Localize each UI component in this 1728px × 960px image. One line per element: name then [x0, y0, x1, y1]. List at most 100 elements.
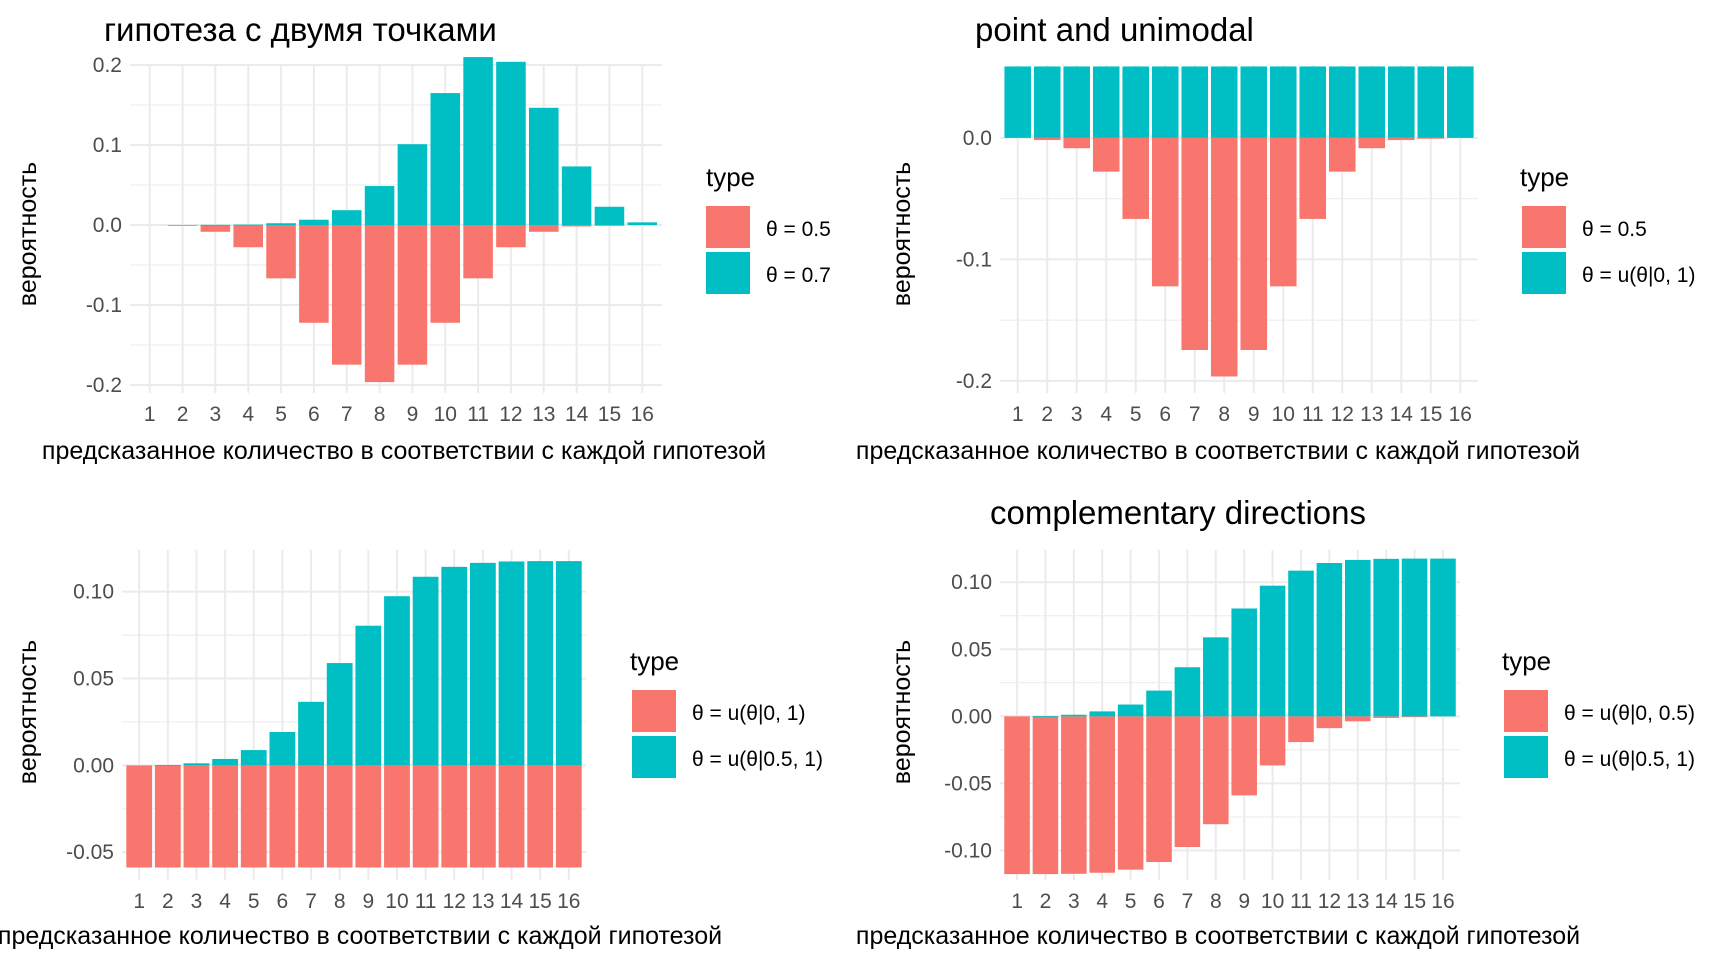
bar-series-1-15	[1401, 716, 1428, 718]
panel-2-legend-label-2: θ = u(θ|0, 1)	[1582, 264, 1695, 287]
x-tick-label: 1	[1012, 403, 1024, 426]
x-tick-label: 9	[1238, 890, 1250, 913]
bar-series-2-1	[1004, 66, 1031, 138]
x-tick-label: 8	[1210, 890, 1222, 913]
x-tick-label: 14	[1390, 403, 1414, 426]
bar-series-2-10	[1259, 585, 1286, 717]
panel-1-x-axis-title: предсказанное количество в соответствии …	[42, 437, 766, 465]
bar-series-1-3	[1061, 716, 1087, 874]
bar-series-2-6	[269, 732, 296, 766]
panel-2-y-axis-title: вероятность	[888, 162, 916, 306]
x-tick-label: 2	[162, 890, 174, 913]
bar-series-2-2	[1032, 716, 1059, 717]
bar-series-2-13	[529, 107, 559, 225]
bar-series-1-15	[1417, 137, 1445, 139]
y-tick-label: 0.05	[73, 668, 114, 691]
bar-series-2-12	[441, 566, 468, 766]
bar-series-2-12	[496, 61, 526, 225]
bar-series-1-6	[1146, 716, 1172, 863]
x-tick-label: 7	[341, 403, 353, 426]
bar-series-2-11	[1299, 66, 1327, 138]
x-tick-label: 4	[1100, 403, 1112, 426]
bar-series-2-3	[1061, 714, 1087, 717]
bar-series-1-4	[212, 765, 238, 868]
x-tick-label: 10	[385, 890, 408, 913]
panel-4-x-axis-title: предсказанное количество в соответствии …	[856, 922, 1580, 950]
panel-3-legend-title: type	[630, 646, 679, 676]
bar-series-1-13	[470, 765, 496, 868]
bar-series-2-2	[154, 765, 181, 766]
x-tick-label: 13	[1346, 890, 1369, 913]
x-tick-label: 11	[415, 890, 437, 913]
x-tick-label: 11	[1290, 890, 1312, 913]
bar-series-1-11	[1288, 716, 1314, 743]
bar-series-2-5	[266, 223, 296, 225]
x-tick-label: 13	[532, 403, 555, 426]
y-tick-label: 0.0	[93, 214, 122, 237]
panel-3-legend-label-2: θ = u(θ|0.5, 1)	[692, 748, 823, 771]
bar-series-2-4	[233, 224, 263, 226]
bar-series-1-2	[167, 225, 198, 226]
x-tick-label: 16	[1449, 403, 1472, 426]
x-tick-label: 5	[1125, 890, 1137, 913]
panel-3-legend-swatch-2	[632, 736, 676, 778]
panel-4-legend-swatch-1	[1504, 690, 1548, 732]
bar-series-1-2	[154, 765, 181, 868]
y-tick-label: 0.05	[951, 638, 992, 661]
x-tick-label: 5	[275, 403, 287, 426]
bar-series-1-4	[233, 225, 263, 248]
x-tick-label: 3	[210, 403, 222, 426]
bar-series-1-2	[1033, 137, 1061, 141]
bar-series-2-15	[1401, 558, 1428, 717]
panel-2-legend-swatch-2	[1522, 252, 1566, 294]
bar-series-1-3	[200, 225, 231, 232]
panel-1-legend-title: type	[706, 162, 755, 192]
y-tick-label: 0.00	[73, 754, 114, 777]
bar-series-1-2	[1032, 716, 1059, 875]
x-tick-label: 14	[500, 890, 524, 913]
bar-series-2-15	[594, 206, 625, 225]
y-tick-label: 0.0	[963, 127, 992, 150]
bar-series-2-9	[1240, 66, 1268, 138]
panel-1: гипотеза с двумя точками -0.2 -0.1 0.0 0.1 0…	[14, 11, 831, 465]
x-tick-label: 5	[1130, 403, 1142, 426]
bar-series-1-7	[298, 765, 324, 868]
y-tick-label: 0.10	[73, 581, 114, 604]
bar-series-2-16	[555, 561, 582, 766]
bar-series-2-7	[331, 210, 362, 225]
bar-series-1-11	[412, 765, 439, 868]
bar-series-2-16	[1430, 558, 1456, 717]
bar-series-2-10	[1269, 66, 1297, 138]
x-tick-label: 9	[362, 890, 374, 913]
bar-series-1-10	[384, 765, 410, 868]
x-tick-label: 3	[191, 890, 203, 913]
bar-series-1-7	[1181, 137, 1209, 350]
bar-series-1-7	[1174, 716, 1201, 847]
panel-2-legend-label-1: θ = 0.5	[1582, 218, 1647, 241]
bar-series-1-5	[240, 765, 267, 868]
bar-series-1-6	[1151, 137, 1179, 287]
bar-series-2-14	[1388, 66, 1415, 138]
bar-series-2-14	[561, 166, 592, 225]
panel-1-y-axis-title: вероятность	[14, 162, 42, 306]
bar-series-1-10	[430, 225, 461, 323]
bar-series-1-14	[1388, 137, 1415, 141]
x-tick-label: 8	[1218, 403, 1230, 426]
bar-series-2-10	[430, 93, 461, 225]
panel-3-legend-swatch-1	[632, 690, 676, 732]
y-tick-label: -0.1	[86, 294, 122, 317]
panel-1-plot-area: -0.2-0.10.00.10.21 2 3 4 5 6 7 8 9 10 11 12 13 14 15 16	[86, 54, 662, 426]
y-tick-label: -0.2	[86, 374, 122, 397]
panel-3-plot-area: -0.050.000.050.101 2 3 4 5 6 7 8 9 10 11 12 13 14 15 16	[66, 550, 586, 913]
bar-series-2-6	[1146, 690, 1172, 717]
x-tick-label: 11	[467, 403, 489, 426]
bar-series-1-8	[364, 225, 395, 383]
bar-series-2-16	[627, 222, 658, 225]
panel-4-title: complementary directions	[990, 494, 1366, 531]
x-tick-label: 16	[1431, 890, 1454, 913]
panel-3-legend: type θ = u(θ|0, 1) θ = u(θ|0.5, 1)	[630, 646, 823, 778]
x-tick-label: 1	[144, 403, 156, 426]
x-tick-label: 3	[1071, 403, 1083, 426]
bar-series-2-11	[412, 576, 439, 766]
bar-series-2-4	[1089, 711, 1115, 717]
